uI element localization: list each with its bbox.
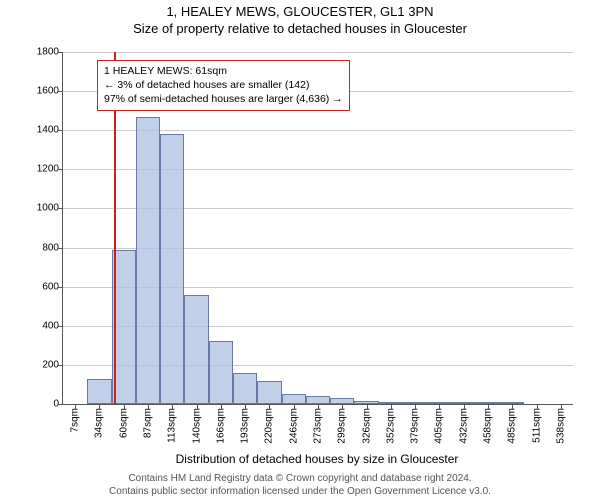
x-tick-label: 246sqm xyxy=(288,408,299,444)
y-tick-mark xyxy=(58,404,63,405)
x-tick-mark xyxy=(221,404,222,409)
x-tick-label: 87sqm xyxy=(143,408,154,438)
x-tick-mark xyxy=(318,404,319,409)
x-tick-label: 113sqm xyxy=(167,408,178,443)
gridline xyxy=(63,52,573,53)
histogram-bar xyxy=(160,134,184,404)
x-tick-mark xyxy=(512,404,513,409)
x-tick-label: 7sqm xyxy=(70,408,81,432)
x-tick-mark xyxy=(124,404,125,409)
x-tick-mark xyxy=(172,404,173,409)
histogram-bar xyxy=(209,341,233,404)
annotation-line: 97% of semi-detached houses are larger (… xyxy=(104,92,343,106)
x-tick-label: 166sqm xyxy=(215,408,226,444)
x-tick-label: 458sqm xyxy=(483,408,494,444)
x-tick-label: 193sqm xyxy=(240,408,251,444)
x-tick-mark xyxy=(75,404,76,409)
footer-line: Contains HM Land Registry data © Crown c… xyxy=(0,472,600,485)
y-tick-mark xyxy=(58,169,63,170)
histogram-bar xyxy=(282,394,306,404)
x-tick-label: 485sqm xyxy=(507,408,518,444)
x-tick-label: 140sqm xyxy=(191,408,202,444)
annotation-line: ← 3% of detached houses are smaller (142… xyxy=(104,78,343,92)
page-subtitle: Size of property relative to detached ho… xyxy=(0,21,600,36)
x-tick-mark xyxy=(537,404,538,409)
x-tick-mark xyxy=(488,404,489,409)
histogram-bar xyxy=(87,379,111,404)
x-tick-label: 299sqm xyxy=(337,408,348,444)
x-tick-mark xyxy=(245,404,246,409)
x-tick-mark xyxy=(415,404,416,409)
y-tick-mark xyxy=(58,130,63,131)
histogram-bar xyxy=(136,117,160,404)
x-tick-mark xyxy=(367,404,368,409)
x-tick-label: 273sqm xyxy=(313,408,324,444)
y-tick-mark xyxy=(58,326,63,327)
x-tick-mark xyxy=(561,404,562,409)
y-tick-mark xyxy=(58,287,63,288)
footer-attribution: Contains HM Land Registry data © Crown c… xyxy=(0,472,600,498)
x-tick-mark xyxy=(464,404,465,409)
y-tick-mark xyxy=(58,52,63,53)
x-tick-label: 405sqm xyxy=(434,408,445,444)
marker-annotation-box: 1 HEALEY MEWS: 61sqm ← 3% of detached ho… xyxy=(97,60,350,111)
footer-line: Contains public sector information licen… xyxy=(0,485,600,498)
x-tick-label: 220sqm xyxy=(264,408,275,444)
x-tick-mark xyxy=(148,404,149,409)
histogram-bar xyxy=(233,373,257,404)
y-tick-mark xyxy=(58,208,63,209)
histogram-bar xyxy=(257,381,281,404)
x-tick-mark xyxy=(391,404,392,409)
x-tick-mark xyxy=(197,404,198,409)
x-tick-label: 379sqm xyxy=(410,408,421,444)
x-tick-label: 326sqm xyxy=(361,408,372,444)
y-tick-mark xyxy=(58,365,63,366)
x-tick-mark xyxy=(439,404,440,409)
x-tick-label: 60sqm xyxy=(118,408,129,438)
x-tick-label: 511sqm xyxy=(531,408,542,443)
x-tick-mark xyxy=(294,404,295,409)
histogram-bar xyxy=(306,396,330,404)
x-tick-label: 432sqm xyxy=(458,408,469,444)
x-tick-label: 538sqm xyxy=(555,408,566,444)
y-tick-mark xyxy=(58,91,63,92)
y-tick-mark xyxy=(58,248,63,249)
x-axis-label: Distribution of detached houses by size … xyxy=(62,452,572,466)
x-tick-label: 34sqm xyxy=(94,408,105,438)
x-tick-mark xyxy=(99,404,100,409)
histogram-bar xyxy=(184,295,208,405)
x-tick-mark xyxy=(269,404,270,409)
x-tick-mark xyxy=(342,404,343,409)
x-tick-label: 352sqm xyxy=(385,408,396,444)
annotation-line: 1 HEALEY MEWS: 61sqm xyxy=(104,64,343,78)
page-title-address: 1, HEALEY MEWS, GLOUCESTER, GL1 3PN xyxy=(0,4,600,19)
